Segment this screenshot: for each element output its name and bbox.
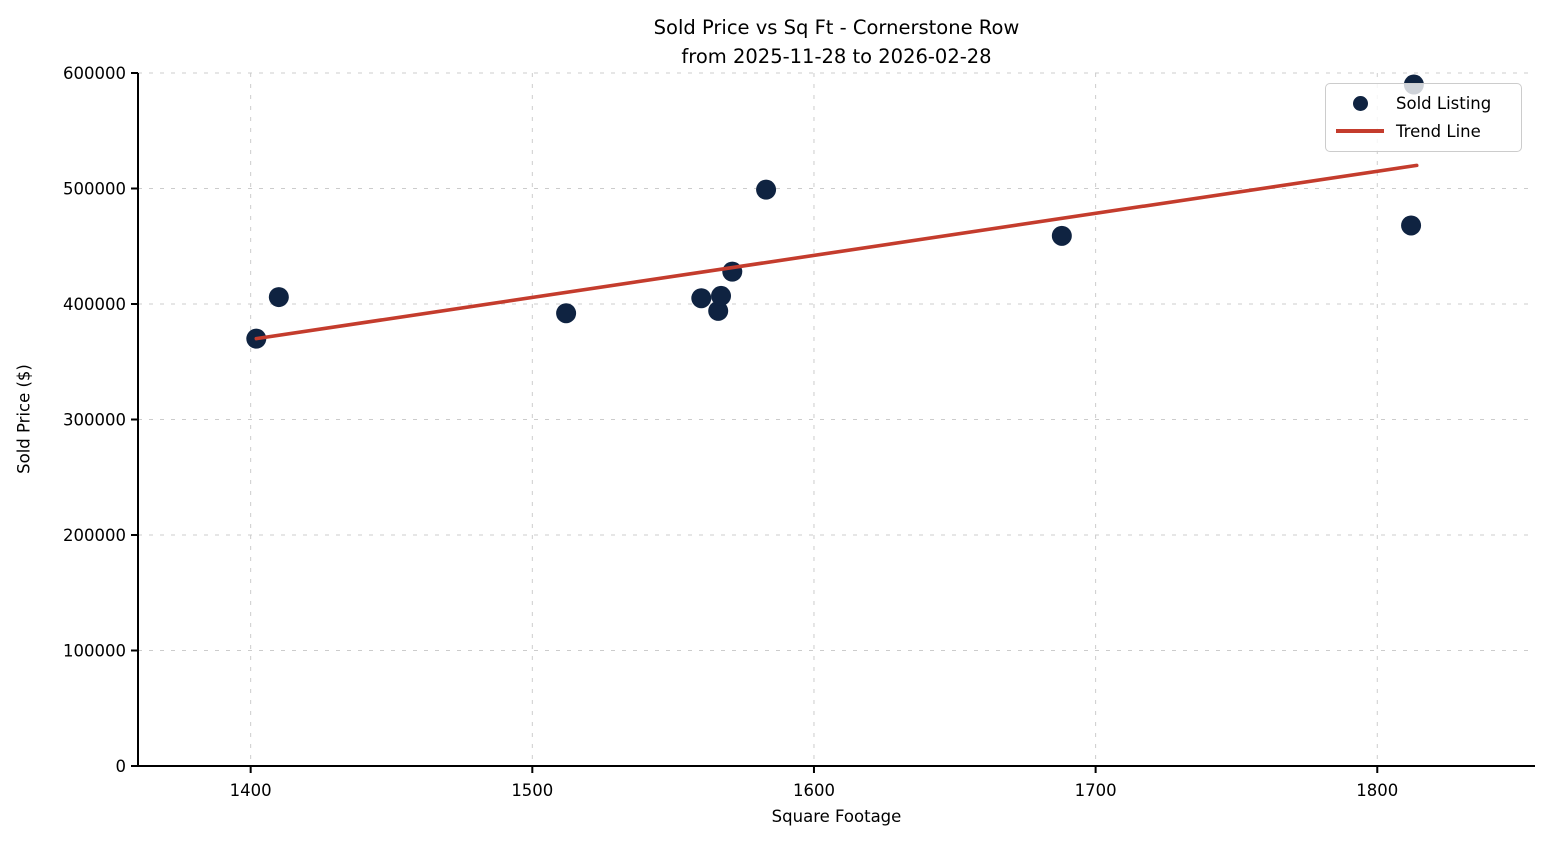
chart-title-line1: Sold Price vs Sq Ft - Cornerstone Row (653, 16, 1020, 39)
scatter-point (1401, 215, 1422, 236)
x-tick-label: 1500 (511, 781, 553, 800)
y-tick-label: 200000 (63, 526, 126, 545)
legend-item-sold-listing: Sold Listing (1334, 89, 1513, 117)
legend-item-trend-line: Trend Line (1334, 117, 1513, 145)
trend-line (254, 163, 1419, 341)
scatter-point (708, 300, 729, 321)
chart-title-line2: from 2025-11-28 to 2026-02-28 (681, 45, 992, 68)
scatter-point (691, 288, 712, 309)
x-tick-label: 1600 (793, 781, 835, 800)
scatter-point (711, 285, 732, 306)
y-tick-label: 100000 (63, 642, 126, 661)
y-tick-label: 500000 (63, 180, 126, 199)
sold-listing-marker-icon (1352, 95, 1368, 111)
y-axis-label: Sold Price ($) (14, 364, 34, 474)
x-tick-label: 1800 (1356, 781, 1398, 800)
y-tick-label: 0 (116, 757, 127, 776)
scatter-point (556, 303, 577, 324)
x-tick-label: 1400 (230, 781, 272, 800)
chart-title: Sold Price vs Sq Ft - Cornerstone Row fr… (138, 13, 1535, 71)
scatter-point (722, 261, 743, 282)
x-tick-label: 1700 (1075, 781, 1117, 800)
legend: Sold Listing Trend Line (1325, 83, 1522, 152)
legend-marker-area (1334, 95, 1386, 111)
legend-marker-area (1334, 129, 1386, 133)
y-tick-label: 400000 (63, 295, 126, 314)
legend-label-trend-line: Trend Line (1396, 121, 1481, 141)
scatter-point (268, 287, 289, 308)
x-axis-label: Square Footage (771, 807, 902, 826)
y-tick-label: 300000 (63, 411, 126, 430)
scatter-point (1051, 225, 1072, 246)
y-tick-label: 600000 (63, 64, 126, 83)
trend-line-marker-icon (1336, 129, 1384, 133)
scatter-point (756, 179, 777, 200)
legend-label-sold-listing: Sold Listing (1396, 93, 1492, 113)
